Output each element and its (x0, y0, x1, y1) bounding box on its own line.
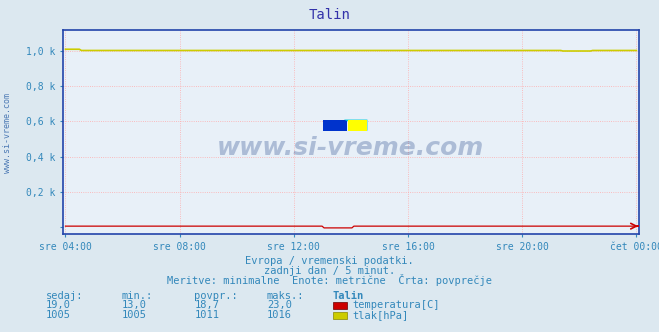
Text: 1005: 1005 (122, 310, 147, 320)
Text: temperatura[C]: temperatura[C] (353, 300, 440, 310)
Text: www.si-vreme.com: www.si-vreme.com (217, 136, 484, 160)
Text: zadnji dan / 5 minut.: zadnji dan / 5 minut. (264, 266, 395, 276)
Bar (323, 120, 347, 131)
Text: 1011: 1011 (194, 310, 219, 320)
Text: sedaj:: sedaj: (46, 291, 84, 301)
Text: 1016: 1016 (267, 310, 292, 320)
Text: 13,0: 13,0 (122, 300, 147, 310)
Text: 19,0: 19,0 (46, 300, 71, 310)
Text: tlak[hPa]: tlak[hPa] (353, 310, 409, 320)
Text: maks.:: maks.: (267, 291, 304, 301)
Text: 1005: 1005 (46, 310, 71, 320)
Text: Talin: Talin (333, 291, 364, 301)
Text: 18,7: 18,7 (194, 300, 219, 310)
Polygon shape (344, 120, 368, 131)
Text: Evropa / vremenski podatki.: Evropa / vremenski podatki. (245, 256, 414, 266)
Text: Meritve: minimalne  Enote: metrične  Črta: povprečje: Meritve: minimalne Enote: metrične Črta:… (167, 274, 492, 286)
Text: 23,0: 23,0 (267, 300, 292, 310)
Bar (348, 120, 368, 131)
Text: www.si-vreme.com: www.si-vreme.com (3, 93, 13, 173)
Text: Talin: Talin (308, 8, 351, 22)
Text: povpr.:: povpr.: (194, 291, 238, 301)
Text: min.:: min.: (122, 291, 153, 301)
